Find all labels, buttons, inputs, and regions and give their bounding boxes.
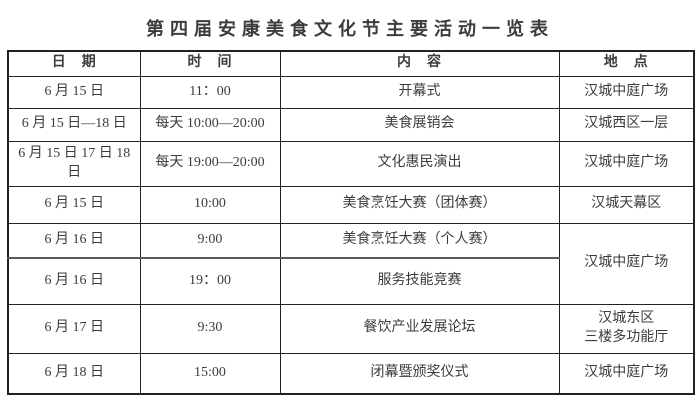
date-cell: 6 月 15 日 17 日 18 日	[7, 140, 141, 187]
column-header-location: 地 点	[558, 50, 695, 77]
time-cell: 9:30	[139, 303, 281, 354]
date-cell: 6 月 15 日	[7, 185, 141, 224]
location-cell: 汉城中庭广场	[558, 352, 695, 395]
column-header-content: 内 容	[279, 50, 560, 77]
date-cell: 6 月 16 日	[7, 222, 141, 259]
table-row: 6 月 15 日 11：00 开幕式 汉城中庭广场	[7, 75, 695, 109]
table-header-row: 日 期时 间内 容地 点	[7, 50, 695, 77]
date-cell: 6 月 15 日—18 日	[7, 107, 141, 142]
date-cell: 6 月 17 日	[7, 303, 141, 354]
table-row: 6 月 16 日 19：00 服务技能竞赛	[7, 257, 694, 305]
content-cell: 美食烹饪大赛（团体赛）	[279, 185, 560, 224]
table-row: 6 月 18 日 15:00 闭幕暨颁奖仪式 汉城中庭广场	[7, 352, 695, 395]
time-cell: 9:00	[139, 222, 281, 259]
time-cell: 每天 10:00—20:00	[139, 107, 281, 142]
content-cell: 美食展销会	[279, 107, 560, 142]
time-cell: 每天 19:00—20:00	[139, 140, 281, 187]
time-cell: 11：00	[139, 75, 281, 109]
location-cell: 汉城中庭广场	[558, 140, 695, 187]
time-cell: 10:00	[139, 185, 281, 224]
content-cell: 闭幕暨颁奖仪式	[279, 352, 560, 395]
content-cell: 文化惠民演出	[279, 140, 560, 187]
date-cell: 6 月 15 日	[7, 75, 141, 109]
date-cell: 6 月 18 日	[7, 352, 141, 395]
date-cell: 6 月 16 日	[7, 257, 141, 305]
column-header-time: 时 间	[139, 50, 281, 77]
column-header-date: 日 期	[7, 50, 141, 77]
location-cell: 汉城天幕区	[558, 185, 695, 224]
table-row: 6 月 17 日 9:30 餐饮产业发展论坛 汉城东区 三楼多功能厅	[7, 303, 695, 354]
time-cell: 15:00	[139, 352, 281, 395]
time-cell: 19：00	[139, 257, 281, 305]
table-row: 6 月 15 日 10:00 美食烹饪大赛（团体赛） 汉城天幕区	[7, 185, 695, 224]
content-cell: 餐饮产业发展论坛	[279, 303, 560, 354]
activities-table: 日 期时 间内 容地 点 6 月 15 日 11：00 开幕式 汉城中庭广场 6 月 1…	[7, 50, 695, 395]
content-cell: 服务技能竞赛	[279, 257, 560, 305]
document-title: 第四届安康美食文化节主要活动一览表	[146, 19, 554, 39]
table-row: 6 月 15 日 17 日 18 日每天 19:00—20:00 文化惠民演出 汉城…	[7, 140, 695, 187]
location-cell: 汉城中庭广场	[558, 75, 695, 109]
table-row: 6 月 15 日—18 日每天 10:00—20:00 美食展销会 汉城西区一层	[7, 107, 695, 142]
content-cell: 美食烹饪大赛（个人赛）	[279, 222, 560, 259]
location-cell: 汉城中庭广场	[558, 222, 695, 305]
location-cell: 汉城西区一层	[558, 107, 695, 142]
table-row: 6 月 16 日 9:00 美食烹饪大赛（个人赛） 汉城中庭广场	[7, 222, 695, 305]
location-cell: 汉城东区 三楼多功能厅	[558, 303, 695, 354]
table-body: 6 月 15 日 11：00 开幕式 汉城中庭广场 6 月 15 日—18 日每天 10…	[7, 75, 695, 395]
content-cell: 开幕式	[279, 75, 560, 109]
